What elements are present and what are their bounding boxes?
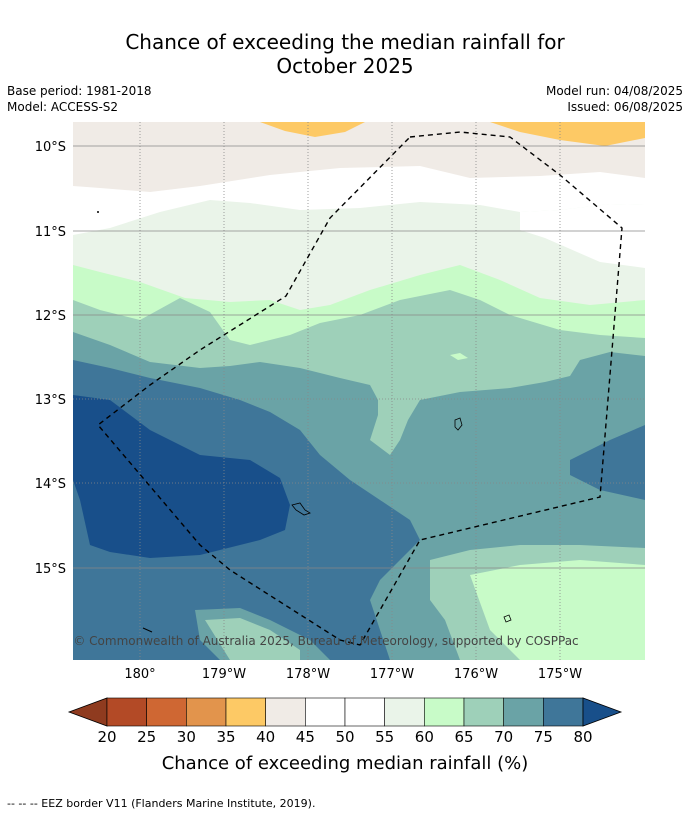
colorbar-extend-low xyxy=(67,697,108,727)
band-75-80-east xyxy=(570,425,645,500)
colorbar-tick-label: 35 xyxy=(216,728,236,746)
island xyxy=(291,502,311,516)
colorbar-tick-label: 40 xyxy=(256,728,276,746)
lon-label: 178°W xyxy=(286,667,330,682)
colorbar-swatch xyxy=(265,697,306,727)
lat-label: 10°S xyxy=(35,140,66,155)
colorbar-swatch xyxy=(186,697,227,727)
colorbar-tick-label: 45 xyxy=(295,728,315,746)
colorbar-ticks: 20 25 30 35 40 45 50 55 60 65 70 75 80 xyxy=(0,728,690,748)
colorbar-tick-label: 55 xyxy=(375,728,395,746)
colorbar-tick-label: 30 xyxy=(176,728,196,746)
lon-label: 177°W xyxy=(370,667,414,682)
map-title: Chance of exceeding the median rainfall … xyxy=(0,30,690,78)
band-40-45 xyxy=(73,122,645,192)
colorbar-tick-label: 65 xyxy=(454,728,474,746)
colorbar-tick-label: 70 xyxy=(494,728,514,746)
island xyxy=(454,417,463,431)
model-name: Model: ACCESS-S2 xyxy=(7,100,119,114)
colorbar-tick-label: 25 xyxy=(137,728,157,746)
colorbar-label: Chance of exceeding median rainfall (%) xyxy=(161,753,529,774)
colorbar xyxy=(67,697,623,727)
colorbar-tick-label: 20 xyxy=(97,728,117,746)
colorbar-tick-label: 75 xyxy=(533,728,553,746)
colorbar-swatch xyxy=(384,697,425,727)
band-above-80 xyxy=(73,395,290,558)
lat-label: 15°S xyxy=(35,562,66,577)
copyright: © Commonwealth of Australia 2025, Bureau… xyxy=(73,634,578,648)
lon-label: 175°W xyxy=(538,667,582,682)
issued-date: Issued: 06/08/2025 xyxy=(567,100,683,114)
colorbar-swatch xyxy=(146,697,187,727)
lat-label: 13°S xyxy=(35,393,66,408)
lat-label: 11°S xyxy=(35,225,66,240)
colorbar-swatch xyxy=(225,697,266,727)
base-period: Base period: 1981-2018 xyxy=(7,84,152,98)
contour-fields xyxy=(73,122,645,660)
colorbar-swatch xyxy=(543,697,584,727)
eez-border xyxy=(96,131,623,646)
lon-label: 179°W xyxy=(202,667,246,682)
colorbar-extend-high xyxy=(582,697,623,727)
colorbar-swatch xyxy=(503,697,544,727)
title-line-1: Chance of exceeding the median rainfall … xyxy=(125,30,565,54)
title-line-2: October 2025 xyxy=(276,54,414,78)
lon-label: 176°W xyxy=(454,667,498,682)
band-35-40-patch-east xyxy=(490,122,645,146)
band-35-40-patch-west xyxy=(260,122,365,137)
colorbar-tick-label: 80 xyxy=(573,728,593,746)
island xyxy=(142,627,153,633)
colorbar-swatch xyxy=(344,697,385,727)
model-info: Base period: 1981-2018 Model: ACCESS-S2 xyxy=(7,83,152,115)
run-info: Model run: 04/08/2025 Issued: 06/08/2025 xyxy=(546,83,683,115)
colorbar-tick-label: 60 xyxy=(414,728,434,746)
eez-legend: -- -- -- EEZ border V11 (Flanders Marine… xyxy=(7,797,316,810)
colorbar-swatch xyxy=(424,697,465,727)
model-run: Model run: 04/08/2025 xyxy=(545,84,683,98)
lon-label: 180° xyxy=(124,667,155,682)
lat-label: 14°S xyxy=(35,477,66,492)
lat-label: 12°S xyxy=(35,309,66,324)
colorbar-swatch xyxy=(463,697,504,727)
colorbar-tick-label: 50 xyxy=(335,728,355,746)
colorbar-swatch xyxy=(106,697,147,727)
island xyxy=(503,614,512,623)
gridlines xyxy=(73,122,645,660)
colorbar-swatch xyxy=(305,697,346,727)
